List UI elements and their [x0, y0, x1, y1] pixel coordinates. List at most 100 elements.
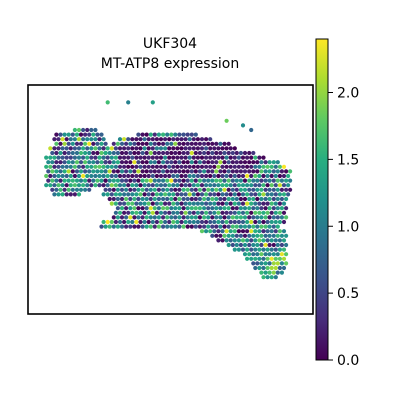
spot: [177, 169, 182, 174]
spot: [138, 137, 143, 142]
spot: [163, 173, 168, 179]
spot: [154, 155, 159, 160]
spot: [130, 192, 135, 197]
spot: [124, 178, 129, 183]
spot: [152, 196, 157, 202]
spot: [152, 206, 157, 211]
spot: [175, 219, 180, 225]
spot: [74, 178, 80, 183]
spot: [204, 137, 209, 142]
spot: [199, 210, 205, 215]
spot: [177, 187, 182, 192]
spot: [169, 187, 174, 192]
spot: [210, 224, 215, 229]
spot: [236, 164, 241, 169]
spot: [284, 261, 289, 266]
spot: [273, 219, 278, 225]
spot: [284, 242, 289, 248]
spot: [161, 160, 166, 165]
spot: [173, 224, 178, 229]
spot: [257, 247, 262, 252]
spot: [111, 178, 116, 183]
spot: [247, 150, 252, 156]
spot: [240, 238, 246, 243]
spot: [175, 155, 180, 160]
spot: [132, 160, 137, 165]
spot: [255, 242, 260, 248]
spot: [165, 132, 170, 137]
spot: [275, 261, 280, 266]
spot: [230, 242, 235, 248]
spot: [273, 238, 278, 243]
spot: [68, 155, 73, 160]
spot: [109, 183, 114, 188]
spot: [253, 210, 258, 215]
spot: [214, 187, 219, 192]
spot: [169, 178, 174, 183]
spot: [78, 187, 84, 192]
spot: [253, 192, 258, 197]
spot: [267, 206, 272, 211]
spot: [208, 183, 213, 188]
spot: [142, 183, 147, 188]
spot: [154, 183, 159, 188]
spot: [226, 233, 231, 238]
spot: [212, 164, 217, 169]
spot: [107, 169, 112, 174]
spot: [165, 187, 170, 192]
spot: [212, 192, 217, 197]
spot: [257, 238, 262, 243]
spot: [87, 169, 92, 174]
spot: [177, 150, 182, 156]
spot: [216, 146, 221, 151]
spot: [281, 201, 287, 206]
spot: [158, 164, 164, 169]
spot: [142, 192, 147, 197]
spot: [122, 192, 127, 197]
spot: [101, 219, 106, 225]
spot: [169, 169, 174, 174]
spot: [267, 224, 272, 229]
spot: [230, 150, 235, 156]
spot: [150, 137, 155, 142]
spot: [97, 137, 102, 142]
spot: [52, 137, 57, 142]
spot: [177, 206, 182, 211]
spot: [89, 127, 94, 133]
spot: [277, 192, 282, 197]
spot: [58, 187, 63, 192]
spot: [249, 247, 254, 252]
spot: [236, 210, 241, 215]
spot: [249, 201, 254, 206]
spot: [191, 137, 196, 142]
spot: [230, 206, 235, 211]
spot: [245, 229, 250, 234]
spot: [230, 169, 235, 174]
spot: [91, 169, 96, 174]
spot: [232, 173, 237, 179]
spot: [173, 169, 178, 174]
spot: [58, 141, 63, 146]
spot: [72, 173, 77, 179]
spot: [230, 233, 235, 238]
spot: [279, 252, 284, 257]
spot: [226, 187, 231, 192]
spot: [171, 155, 176, 160]
spot: [179, 210, 184, 215]
spot: [199, 155, 205, 160]
spot: [286, 192, 291, 197]
spot: [134, 173, 139, 179]
spot: [52, 173, 57, 179]
spot: [113, 173, 118, 179]
spot: [249, 164, 254, 169]
spot: [54, 150, 59, 156]
spot: [214, 150, 219, 156]
spot: [265, 173, 270, 179]
spot: [91, 150, 96, 156]
spot: [271, 252, 276, 257]
spot: [140, 224, 145, 229]
spot: [218, 150, 223, 156]
spot: [175, 164, 180, 169]
spot: [261, 173, 266, 179]
spot: [210, 160, 215, 165]
